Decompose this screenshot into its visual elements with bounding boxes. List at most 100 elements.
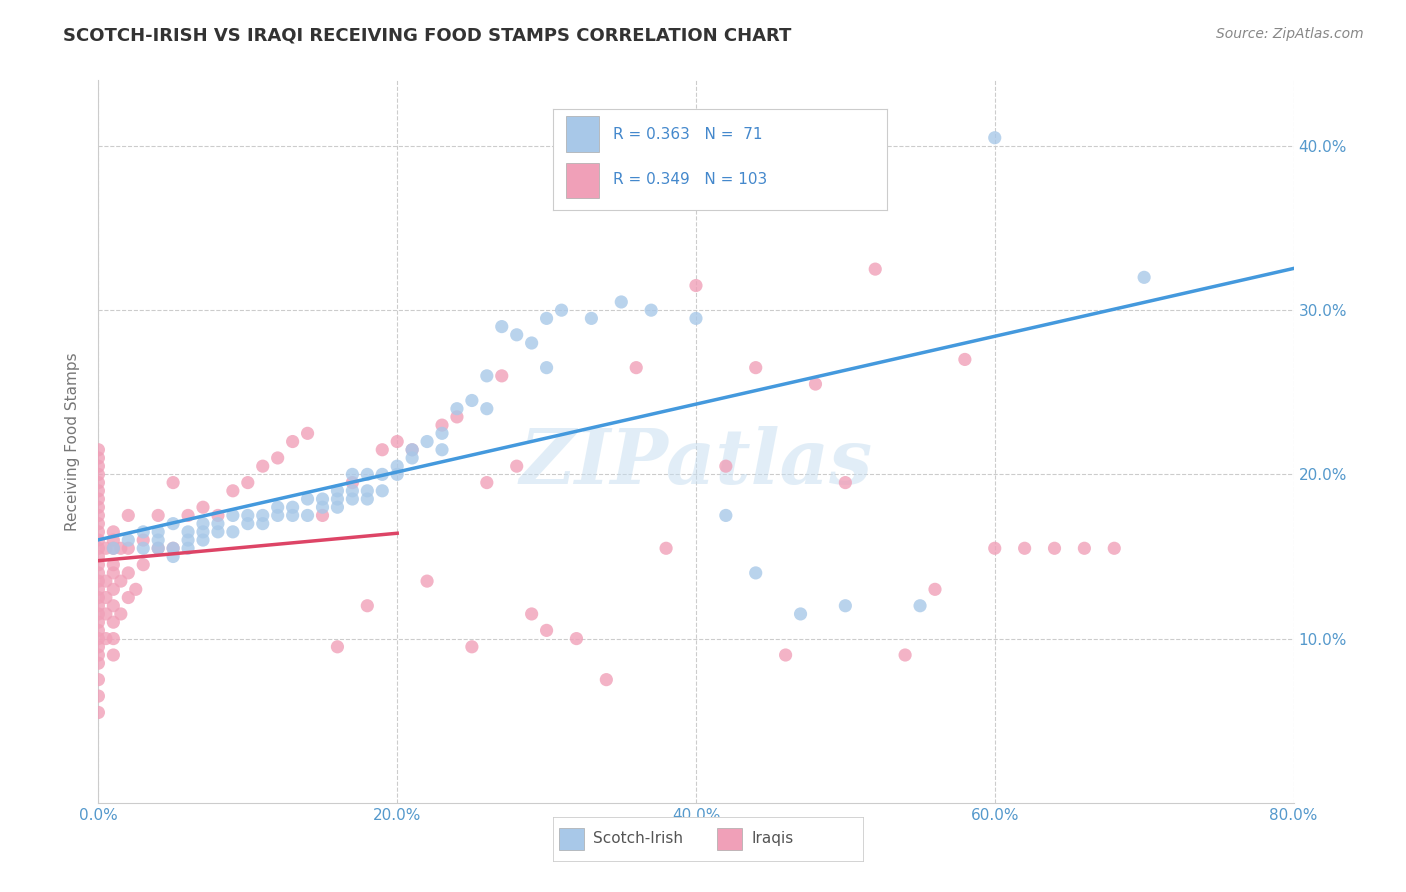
Point [236,508,259,523]
Point [297,508,319,523]
Point [87,648,110,662]
Point [491,368,513,383]
Point [401,442,423,457]
Point [356,599,378,613]
Point [87,706,110,720]
Point [87,450,110,465]
Point [94,541,117,556]
Point [87,599,110,613]
Point [326,491,349,506]
Point [461,640,484,654]
Point [342,475,364,490]
Point [103,615,125,630]
Point [326,500,349,515]
Point [207,508,229,523]
Point [371,483,394,498]
Point [984,130,1007,145]
Point [148,508,170,523]
Point [953,352,976,367]
Point [87,475,110,490]
Point [401,442,423,457]
Point [132,558,155,572]
Point [714,459,737,474]
Point [536,311,558,326]
Point [565,632,588,646]
Point [356,467,378,482]
Point [87,500,110,515]
Point [132,541,155,556]
Point [110,607,132,621]
Point [267,500,290,515]
Point [94,607,117,621]
Text: SCOTCH-IRISH VS IRAQI RECEIVING FOOD STAMPS CORRELATION CHART: SCOTCH-IRISH VS IRAQI RECEIVING FOOD STA… [63,27,792,45]
Point [834,599,856,613]
Point [162,475,184,490]
Point [595,673,617,687]
Point [924,582,946,597]
Point [834,475,856,490]
Point [1043,541,1066,556]
Point [87,574,110,588]
Point [326,483,349,498]
Point [87,541,110,556]
Point [311,508,333,523]
Point [103,533,125,547]
Point [207,524,229,539]
Point [191,533,214,547]
Point [685,278,707,293]
Point [103,582,125,597]
Point [311,500,333,515]
Point [87,459,110,474]
Point [446,401,468,416]
Point [655,541,678,556]
Point [87,467,110,482]
Point [103,632,125,646]
Point [908,599,931,613]
Point [162,516,184,531]
Point [640,303,662,318]
Point [506,459,529,474]
Point [125,582,148,597]
Point [117,591,139,605]
Point [87,533,110,547]
Point [222,508,245,523]
Point [148,541,170,556]
Point [894,648,917,662]
Point [385,434,409,449]
Point [252,508,274,523]
Point [132,533,155,547]
Point [371,442,394,457]
Point [714,508,737,523]
Point [789,607,811,621]
Point [148,533,170,547]
Point [87,607,110,621]
Point [103,524,125,539]
Point [356,491,378,506]
Point [177,524,200,539]
Y-axis label: Receiving Food Stamps: Receiving Food Stamps [65,352,80,531]
Point [87,632,110,646]
Point [94,591,117,605]
Point [430,426,453,441]
Point [191,524,214,539]
Point [356,483,378,498]
Point [804,377,827,392]
Point [416,434,439,449]
Point [87,673,110,687]
Point [148,541,170,556]
Text: ZIPatlas: ZIPatlas [519,426,873,500]
Point [626,360,648,375]
Point [326,640,349,654]
Point [103,566,125,580]
Point [162,541,184,556]
Point [984,541,1007,556]
Point [87,640,110,654]
Point [536,624,558,638]
Point [117,508,139,523]
Point [87,689,110,703]
Point [371,467,394,482]
Point [94,574,117,588]
Point [87,624,110,638]
Point [87,582,110,597]
Point [177,508,200,523]
